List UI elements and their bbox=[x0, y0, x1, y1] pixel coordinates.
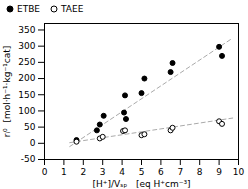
svg-text:9: 9 bbox=[216, 167, 222, 177]
svg-text:350: 350 bbox=[18, 25, 35, 35]
svg-text:1: 1 bbox=[61, 167, 67, 177]
svg-text:5: 5 bbox=[139, 167, 145, 177]
svg-text:[H⁺]/Vₛₚ [eq H⁺cm⁻³]: [H⁺]/Vₛₚ [eq H⁺cm⁻³] bbox=[92, 179, 190, 189]
html-text:ETBE: ETBE bbox=[17, 3, 40, 14]
svg-text:7: 7 bbox=[177, 167, 183, 177]
svg-text:-50: -50 bbox=[21, 154, 36, 164]
svg-text:rᵢ⁰ [mol·h⁻¹·kg⁻¹cat]: rᵢ⁰ [mol·h⁻¹·kg⁻¹cat] bbox=[2, 46, 12, 138]
svg-text:3: 3 bbox=[100, 167, 106, 177]
svg-text:4: 4 bbox=[119, 167, 125, 177]
svg-text:0: 0 bbox=[42, 167, 48, 177]
html-text:TAEE: TAEE bbox=[61, 3, 84, 14]
svg-text:250: 250 bbox=[18, 57, 35, 67]
svg-text:0: 0 bbox=[30, 138, 36, 148]
svg-text:300: 300 bbox=[18, 41, 35, 51]
svg-text:150: 150 bbox=[18, 90, 35, 100]
svg-text:6: 6 bbox=[158, 167, 164, 177]
svg-text:8: 8 bbox=[197, 167, 203, 177]
svg-text:50: 50 bbox=[24, 122, 36, 132]
svg-text:2: 2 bbox=[80, 167, 86, 177]
svg-text:100: 100 bbox=[18, 106, 35, 116]
svg-text:10: 10 bbox=[233, 167, 245, 177]
svg-text:200: 200 bbox=[18, 73, 35, 83]
